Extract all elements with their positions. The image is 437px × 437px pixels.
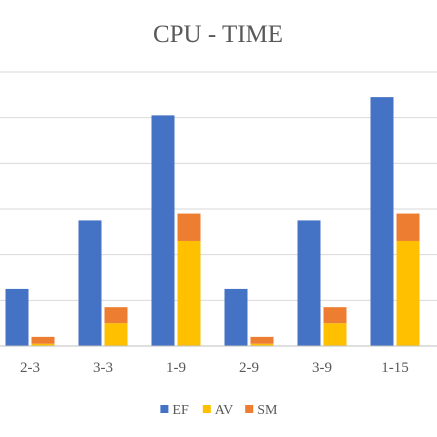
bar-av-3-9 xyxy=(323,323,347,346)
legend-swatch-sm xyxy=(245,405,254,413)
bar-av-3-3 xyxy=(104,323,128,346)
bar-sm-3-3 xyxy=(104,307,128,324)
bar-sm-1-15 xyxy=(396,213,420,241)
x-tick-label: 2-3 xyxy=(20,360,40,376)
legend: EF AV SM xyxy=(160,403,278,418)
bar-sm-1-9 xyxy=(177,213,201,241)
bar-sm-2-9 xyxy=(250,336,274,344)
x-tick-label: 3-3 xyxy=(93,360,113,376)
bar-ef-1-15 xyxy=(370,97,394,346)
bars xyxy=(5,97,420,346)
x-tick-label: 1-9 xyxy=(166,360,186,376)
bar-sm-3-9 xyxy=(323,307,347,324)
bar-ef-1-9 xyxy=(151,115,175,346)
legend-label-sm: SM xyxy=(257,403,278,418)
x-tick-label: 1-15 xyxy=(381,360,409,376)
x-tick-label: 3-9 xyxy=(312,360,332,376)
legend-label-av: AV xyxy=(215,403,233,418)
bar-sm-2-3 xyxy=(31,336,55,344)
x-tick-label: 2-9 xyxy=(239,360,259,376)
legend-swatch-ef xyxy=(160,405,169,413)
bar-ef-2-9 xyxy=(224,288,248,346)
bar-av-1-9 xyxy=(177,240,201,346)
bar-ef-2-3 xyxy=(5,288,29,346)
bar-ef-3-3 xyxy=(78,220,102,346)
bar-av-2-9 xyxy=(250,343,274,346)
bar-ef-3-9 xyxy=(297,220,321,346)
chart-title: CPU - TIME xyxy=(153,21,283,48)
bar-av-2-3 xyxy=(31,343,55,346)
legend-label-ef: EF xyxy=(172,403,189,418)
bar-av-1-15 xyxy=(396,240,420,346)
gridlines xyxy=(0,71,437,301)
x-tick-labels: 2-3 3-3 1-9 2-9 3-9 1-15 xyxy=(20,360,409,376)
legend-swatch-av xyxy=(202,405,211,413)
